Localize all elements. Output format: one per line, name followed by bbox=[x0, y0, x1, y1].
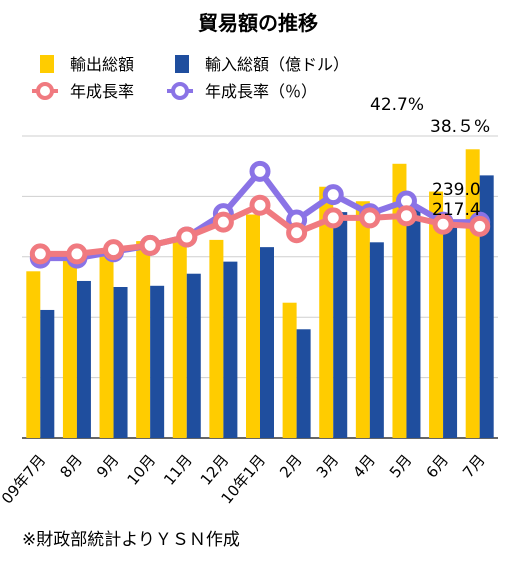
x-tick-label: 11月 bbox=[160, 451, 196, 489]
imports-bar bbox=[150, 285, 165, 438]
exports-rate-point bbox=[286, 222, 308, 244]
imports-bar bbox=[443, 222, 458, 438]
line-group bbox=[29, 160, 491, 269]
legend-swatch-exports bbox=[40, 55, 54, 73]
exports-bar bbox=[62, 253, 77, 438]
exports-bar bbox=[136, 241, 151, 438]
imports-bar bbox=[186, 273, 201, 438]
imports-bar bbox=[296, 329, 311, 438]
x-tick-label: 8月 bbox=[56, 451, 86, 481]
exports-rate-point bbox=[212, 211, 234, 233]
exports-rate-point bbox=[322, 207, 344, 229]
exports-bar bbox=[282, 302, 297, 438]
exports-bar bbox=[392, 163, 407, 438]
annotation-imports-rate-last: 42.7% bbox=[370, 95, 424, 115]
imports-bar bbox=[369, 242, 384, 438]
exports-rate-point bbox=[469, 215, 491, 237]
x-tick-label: 10月 bbox=[124, 451, 160, 489]
exports-bar bbox=[319, 186, 334, 438]
x-tick-label: 4月 bbox=[349, 451, 379, 481]
legend-label-exports: 輸出総額 bbox=[70, 55, 134, 74]
imports-bar bbox=[479, 175, 494, 438]
imports-bar bbox=[40, 309, 55, 438]
exports-bar bbox=[429, 191, 444, 438]
annotation-exports-rate-last: 38.５% bbox=[430, 117, 490, 137]
imports-rate-point bbox=[322, 184, 344, 206]
exports-rate-point bbox=[432, 213, 454, 235]
annotation-imports-last: 217.4 bbox=[432, 200, 481, 220]
x-tick-label: 7月 bbox=[459, 451, 489, 481]
exports-bar bbox=[99, 251, 114, 438]
x-tick-label: 5月 bbox=[386, 451, 416, 481]
exports-bar bbox=[246, 214, 260, 438]
imports-rate-point bbox=[249, 160, 271, 182]
x-tick-label: 12月 bbox=[197, 451, 233, 489]
legend-label-imports: 輸入総額（億ドル） bbox=[205, 55, 349, 74]
exports-bar bbox=[209, 239, 224, 438]
imports-bar bbox=[333, 212, 348, 438]
imports-bar bbox=[260, 247, 274, 438]
exports-rate-point bbox=[103, 239, 125, 261]
imports-bar bbox=[223, 261, 238, 438]
exports-rate-point bbox=[395, 205, 417, 227]
exports-rate-point bbox=[176, 226, 198, 248]
bar-group bbox=[26, 149, 494, 438]
x-tick-label: 09年7月 bbox=[0, 451, 49, 507]
exports-rate-point bbox=[29, 243, 51, 265]
x-tick-label: 2月 bbox=[276, 451, 306, 481]
exports-rate-point bbox=[66, 243, 88, 265]
exports-bar bbox=[172, 239, 187, 438]
legend: 輸出総額 輸入総額（億ドル） 年成長率 年成長率（％） bbox=[32, 55, 349, 101]
legend-label-exports-rate: 年成長率 bbox=[70, 82, 134, 101]
imports-bar bbox=[76, 280, 91, 438]
exports-bar bbox=[26, 271, 41, 438]
annotation-exports-last: 239.0 bbox=[432, 180, 481, 200]
exports-rate-point bbox=[359, 207, 381, 229]
x-tick-label: 9月 bbox=[93, 451, 123, 481]
legend-marker-exports-rate bbox=[36, 82, 54, 100]
chart-title: 貿易額の推移 bbox=[198, 11, 318, 35]
legend-label-imports-rate: 年成長率（％） bbox=[205, 82, 317, 101]
exports-rate-point bbox=[249, 194, 271, 216]
source-note: ※財政部統計よりＹＳＮ作成 bbox=[22, 530, 240, 550]
imports-bar bbox=[406, 206, 421, 438]
legend-swatch-imports bbox=[175, 55, 189, 73]
x-tick-label: 6月 bbox=[423, 451, 453, 481]
legend-marker-imports-rate bbox=[171, 82, 189, 100]
exports-rate-point bbox=[139, 234, 161, 256]
imports-bar bbox=[113, 287, 128, 438]
x-tick-label: 3月 bbox=[313, 451, 343, 481]
exports-bar bbox=[355, 201, 370, 438]
